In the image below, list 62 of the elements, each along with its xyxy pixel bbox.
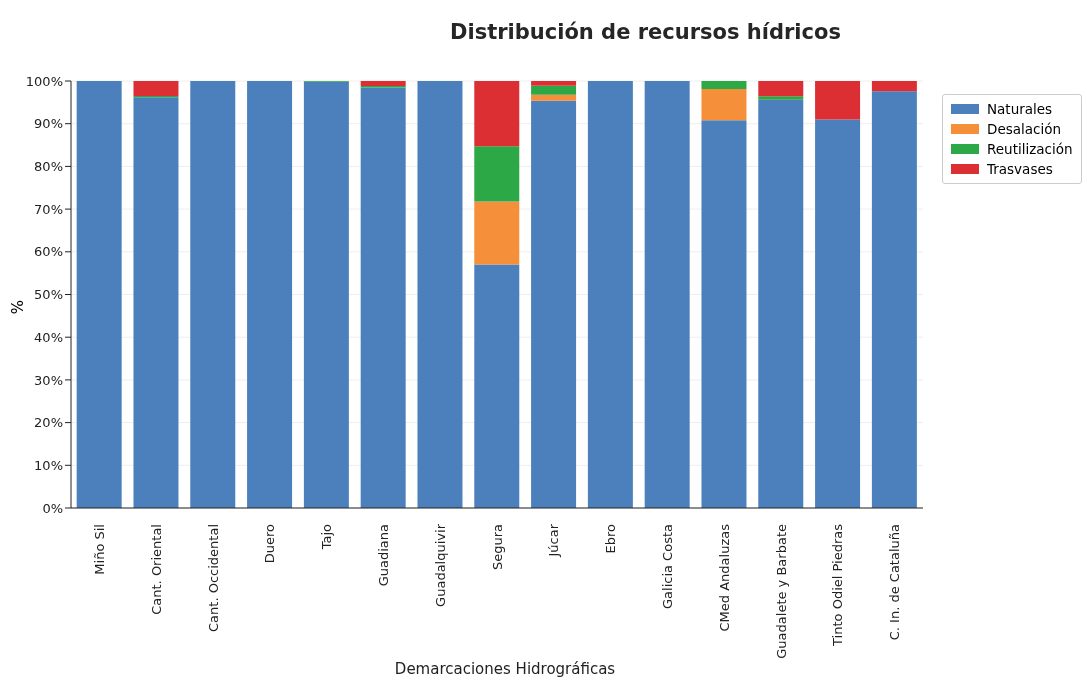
bar xyxy=(76,81,122,508)
y-tick-label: 80% xyxy=(34,159,63,175)
y-tick-label: 30% xyxy=(34,372,63,388)
bar xyxy=(587,81,633,508)
x-tick-label: Guadalete y Barbate xyxy=(773,524,789,659)
bar xyxy=(303,81,349,508)
bar xyxy=(758,99,804,508)
bar xyxy=(871,91,917,508)
x-tick-label: Miño Sil xyxy=(91,524,107,575)
y-tick-label: 60% xyxy=(34,244,63,260)
y-tick-label: 40% xyxy=(34,329,63,345)
y-tick-label: 0% xyxy=(42,500,63,516)
bar xyxy=(247,81,293,508)
x-tick-label: Ebro xyxy=(603,523,619,554)
bar xyxy=(190,81,236,508)
x-tick-label: Galicia Costa xyxy=(659,524,675,609)
bar xyxy=(815,119,861,508)
bar xyxy=(701,89,747,121)
bar xyxy=(474,81,520,147)
x-tick-label: Guadiana xyxy=(375,524,391,587)
y-tick-label: 50% xyxy=(34,287,63,303)
bar xyxy=(815,81,861,120)
y-tick-label: 90% xyxy=(34,116,63,132)
x-tick-label: Tajo xyxy=(319,523,335,551)
bar xyxy=(417,81,463,508)
legend-label: Desalación xyxy=(987,121,1062,137)
bar xyxy=(758,81,804,97)
bar xyxy=(531,81,577,86)
bar xyxy=(133,81,179,96)
legend-label: Trasvases xyxy=(987,161,1053,177)
bar xyxy=(133,97,179,508)
y-tick-label: 10% xyxy=(34,457,63,473)
bar xyxy=(474,146,520,202)
x-tick-label: Segura xyxy=(489,524,505,571)
x-tick-label: Cant. Oriental xyxy=(148,524,164,615)
x-tick-label: CMed Andaluzas xyxy=(716,523,732,632)
x-tick-label: Guadalquivir xyxy=(432,523,448,607)
bar xyxy=(701,81,747,90)
bar xyxy=(644,81,690,508)
y-tick-label: 100% xyxy=(25,73,63,89)
chart-title: Distribución de recursos hídricos xyxy=(449,20,842,44)
y-tick-label: 20% xyxy=(34,415,63,431)
bar xyxy=(474,264,520,508)
legend-label: Naturales xyxy=(987,101,1053,117)
bar xyxy=(360,87,406,508)
bar xyxy=(531,100,577,508)
y-tick-label: 70% xyxy=(34,201,63,217)
bar xyxy=(531,85,577,95)
y-axis-title: % xyxy=(9,298,27,317)
x-tick-label: Tinto Odiel Piedras xyxy=(830,523,846,647)
x-tick-label: Duero xyxy=(262,523,278,564)
bar xyxy=(871,81,917,92)
bar xyxy=(758,96,804,100)
bar xyxy=(360,81,406,87)
bar xyxy=(701,120,747,508)
x-tick-label: Júcar xyxy=(546,523,562,558)
legend-label: Reutilización xyxy=(987,141,1073,157)
x-axis-title: Demarcaciones Hidrográficas xyxy=(393,660,617,678)
bar xyxy=(531,94,577,101)
x-tick-label: Cant. Occidental xyxy=(205,524,221,632)
bar xyxy=(474,201,520,265)
x-tick-label: C. In. de Cataluña xyxy=(887,524,903,641)
